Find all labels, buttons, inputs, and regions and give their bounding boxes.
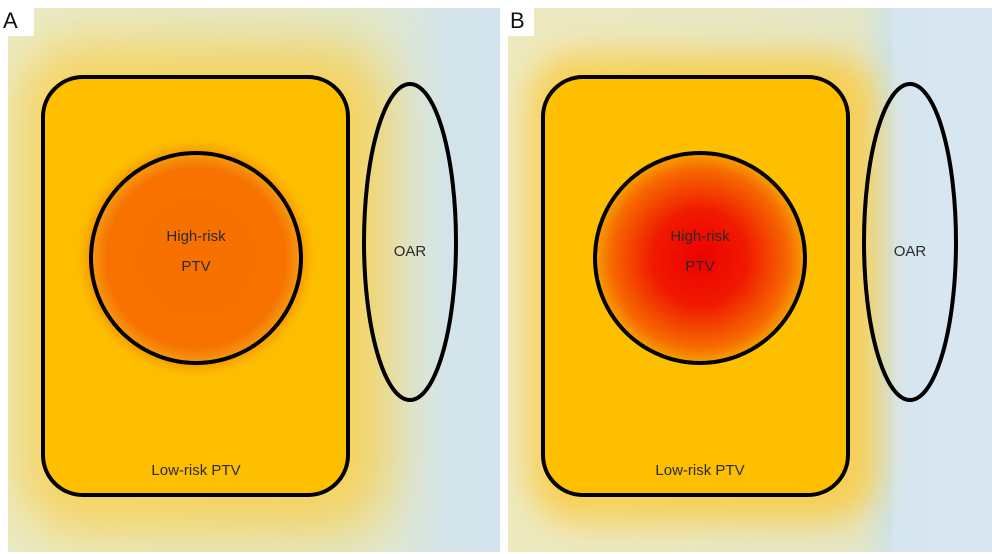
panel-label: A [3, 8, 18, 33]
panel-label: B [510, 8, 525, 33]
high-risk-label: PTV [181, 258, 210, 275]
low-risk-label: Low-risk PTV [655, 462, 744, 479]
oar-label: OAR [894, 243, 927, 260]
low-risk-label: Low-risk PTV [151, 462, 240, 479]
panel-a: High-risk PTV Low-risk PTV OAR [8, 8, 500, 552]
panel-b: High-risk PTV Low-risk PTV OAR [508, 8, 992, 552]
page: High-risk PTV Low-risk PTV OAR A High-ri… [0, 0, 992, 554]
figure: High-risk PTV Low-risk PTV OAR A High-ri… [0, 0, 992, 554]
oar-label: OAR [394, 243, 427, 260]
high-risk-label: High-risk [166, 228, 226, 245]
high-risk-label: High-risk [670, 228, 730, 245]
high-risk-label: PTV [685, 258, 714, 275]
